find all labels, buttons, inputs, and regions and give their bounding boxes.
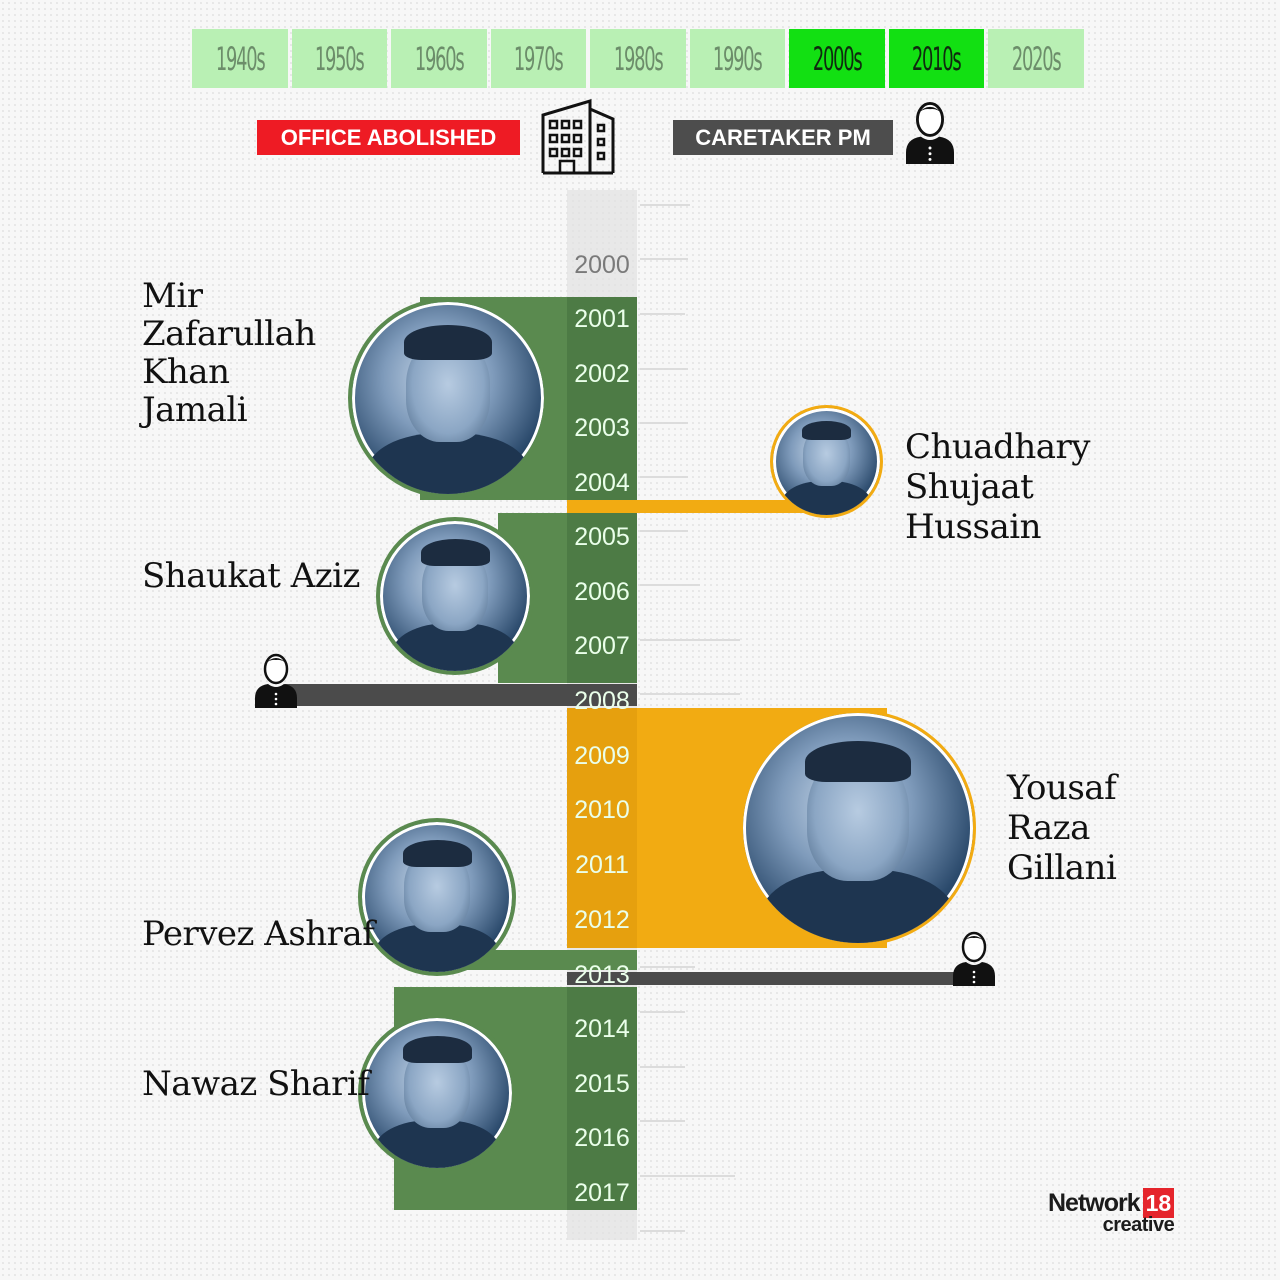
year-label: 2015 bbox=[574, 1070, 630, 1098]
decade-2020s[interactable]: 2020s bbox=[988, 29, 1084, 88]
pm-name-shujaat: Chuadhary Shujaat Hussain bbox=[905, 427, 1090, 547]
network18-logo: Network 18 creative bbox=[1048, 1188, 1175, 1236]
pm-name-jamali: Mir Zafarullah Khan Jamali bbox=[142, 276, 316, 430]
axis-shade bbox=[567, 987, 637, 1210]
axis-shade bbox=[567, 513, 637, 683]
year-label: 2000 bbox=[574, 251, 630, 279]
year-label: 2003 bbox=[574, 414, 630, 442]
person-icon bbox=[953, 931, 995, 986]
tick bbox=[640, 476, 688, 478]
tick bbox=[640, 1230, 685, 1232]
portrait-shujaat bbox=[770, 405, 883, 518]
decade-1960s[interactable]: 1960s bbox=[391, 29, 487, 88]
pm-name-aziz: Shaukat Aziz bbox=[142, 556, 360, 596]
year-label: 2010 bbox=[574, 796, 630, 824]
pm-name-gillani: Yousaf Raza Gillani bbox=[1007, 768, 1117, 888]
tick bbox=[640, 1011, 685, 1013]
legend-office-abolished: OFFICE ABOLISHED bbox=[257, 120, 520, 155]
portrait-sharif bbox=[358, 1014, 516, 1172]
portrait-gillani bbox=[740, 710, 976, 946]
year-label: 2016 bbox=[574, 1124, 630, 1152]
caretaker-bar-2013 bbox=[567, 972, 967, 985]
tick bbox=[640, 204, 690, 206]
building-icon bbox=[541, 98, 615, 175]
pm-name-sharif: Nawaz Sharif bbox=[142, 1064, 370, 1104]
tick bbox=[640, 693, 740, 695]
portrait-jamali bbox=[348, 298, 548, 498]
tick bbox=[640, 313, 685, 315]
portrait-aziz bbox=[376, 517, 534, 675]
term-bar-shujaat bbox=[567, 500, 807, 513]
year-label: 2012 bbox=[574, 906, 630, 934]
decade-1980s[interactable]: 1980s bbox=[590, 29, 686, 88]
decade-1970s[interactable]: 1970s bbox=[490, 29, 586, 88]
pm-name-ashraf: Pervez Ashraf bbox=[142, 914, 375, 954]
tick bbox=[640, 530, 688, 532]
year-label: 2009 bbox=[574, 742, 630, 770]
axis-shade bbox=[567, 708, 637, 948]
year-label: 2004 bbox=[574, 469, 630, 497]
caretaker-bar-2008 bbox=[285, 684, 637, 706]
tick bbox=[640, 1066, 685, 1068]
tick bbox=[640, 422, 688, 424]
year-label: 2011 bbox=[575, 851, 629, 879]
tick bbox=[640, 1175, 735, 1177]
tick bbox=[640, 1120, 685, 1122]
tick bbox=[640, 584, 700, 586]
year-label: 2002 bbox=[574, 360, 630, 388]
person-icon bbox=[906, 102, 954, 164]
tick bbox=[640, 258, 688, 260]
year-label: 2006 bbox=[574, 578, 630, 606]
year-label: 2014 bbox=[574, 1015, 630, 1043]
year-label: 2007 bbox=[574, 632, 630, 660]
year-label: 2001 bbox=[574, 305, 630, 333]
decade-1990s[interactable]: 1990s bbox=[689, 29, 785, 88]
decade-1940s[interactable]: 1940s bbox=[192, 29, 288, 88]
decade-2000s[interactable]: 2000s bbox=[789, 29, 885, 88]
decade-selector: 1940s 1950s 1960s 1970s 1980s 1990s 2000… bbox=[192, 29, 1084, 88]
decade-1950s[interactable]: 1950s bbox=[291, 29, 387, 88]
legend-caretaker-pm: CARETAKER PM bbox=[673, 120, 893, 155]
tick bbox=[640, 966, 695, 968]
year-label: 2005 bbox=[574, 523, 630, 551]
axis-shade bbox=[567, 297, 637, 500]
year-label: 2017 bbox=[574, 1179, 630, 1207]
year-label: 2013 bbox=[574, 961, 630, 989]
portrait-ashraf bbox=[358, 818, 516, 976]
tick bbox=[640, 368, 688, 370]
tick bbox=[640, 639, 740, 641]
person-icon bbox=[255, 653, 297, 708]
year-label: 2008 bbox=[574, 687, 630, 715]
decade-2010s[interactable]: 2010s bbox=[888, 29, 984, 88]
